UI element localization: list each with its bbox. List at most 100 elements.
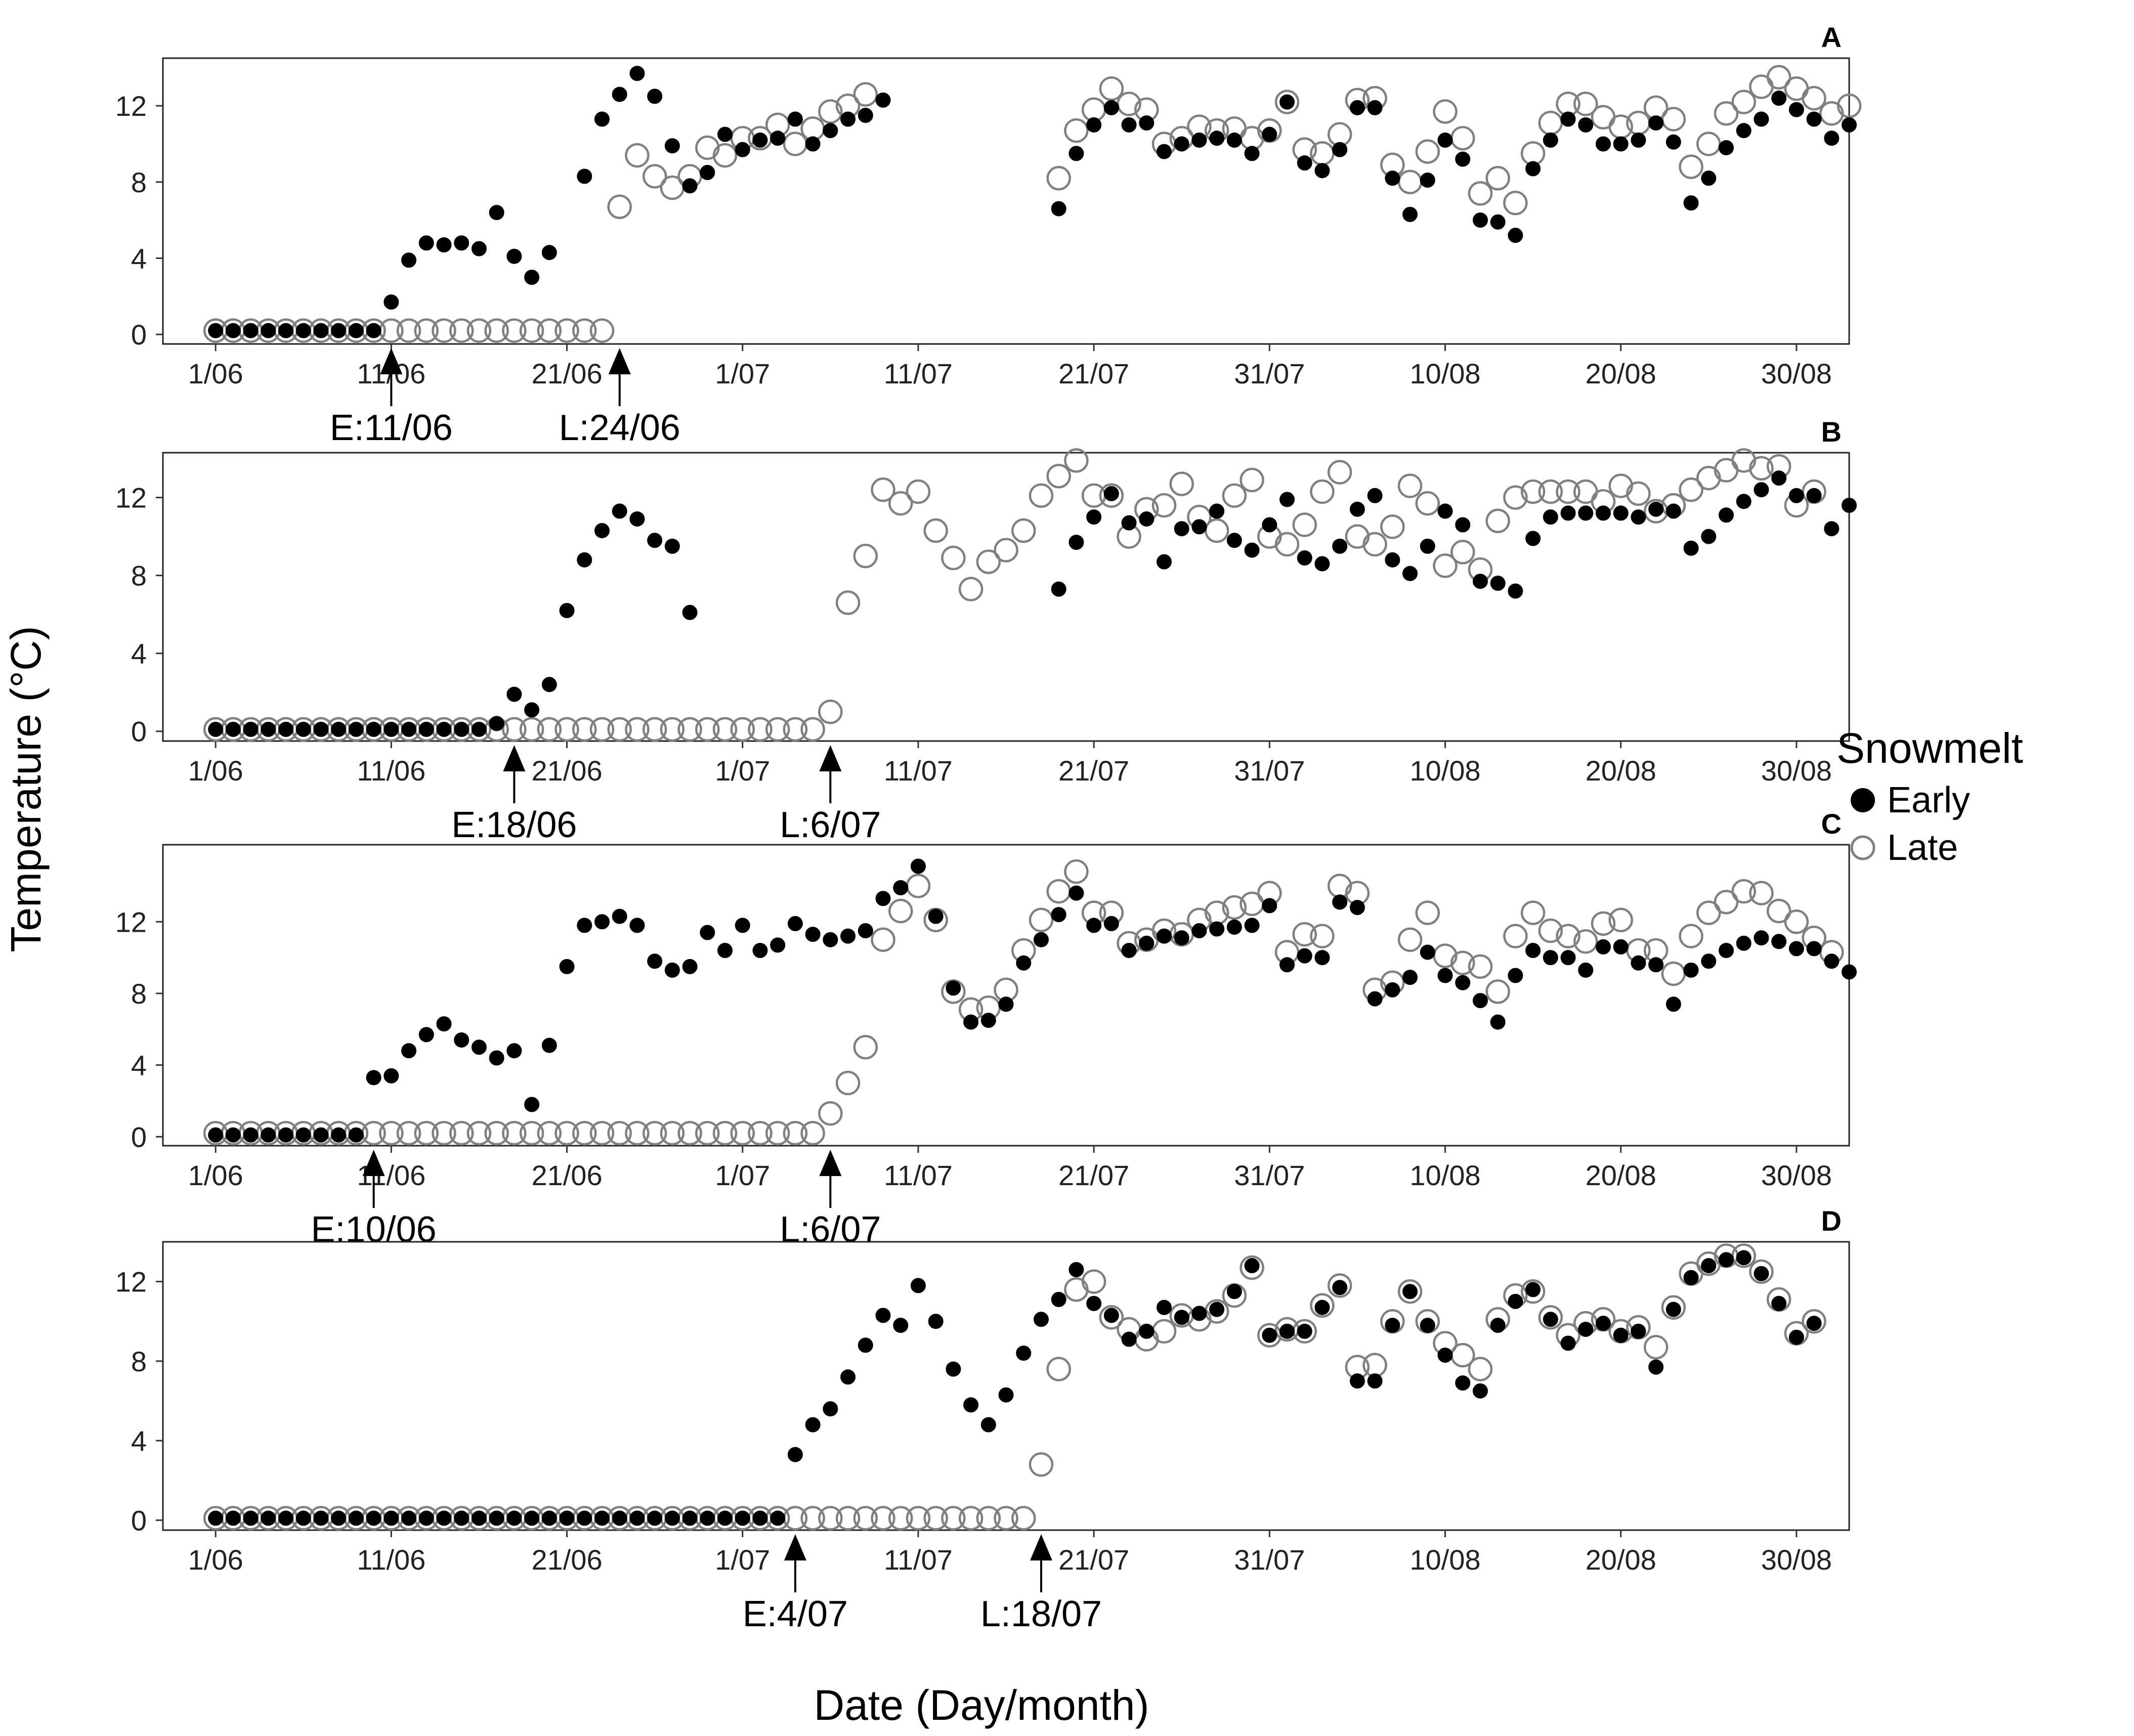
data-point-early bbox=[1244, 918, 1260, 933]
data-point-late bbox=[1274, 532, 1300, 557]
data-point-early bbox=[541, 245, 557, 261]
data-point-late bbox=[1046, 879, 1071, 904]
y-tick-label: 8 bbox=[131, 166, 147, 198]
data-point-early bbox=[840, 1369, 856, 1385]
data-point-late bbox=[888, 1506, 913, 1531]
data-point-late bbox=[502, 1120, 527, 1146]
data-point-early bbox=[454, 721, 470, 737]
y-tick-label: 8 bbox=[131, 1346, 147, 1377]
data-point-late bbox=[923, 518, 948, 543]
data-point-early bbox=[682, 604, 698, 620]
data-point-late bbox=[1766, 898, 1791, 924]
data-point-late bbox=[484, 1120, 509, 1146]
data-point-late bbox=[396, 1120, 421, 1146]
data-point-early bbox=[612, 503, 627, 519]
data-point-early bbox=[875, 891, 891, 906]
data-point-early bbox=[1191, 1306, 1207, 1321]
data-point-late bbox=[1099, 76, 1124, 101]
data-point-late bbox=[1397, 927, 1423, 952]
data-point-late bbox=[449, 1120, 474, 1146]
data-point-early bbox=[225, 1127, 241, 1143]
data-point-early bbox=[1788, 488, 1804, 503]
data-point-late bbox=[1503, 485, 1528, 510]
data-point-late bbox=[1380, 514, 1405, 539]
data-point-late bbox=[994, 1506, 1018, 1531]
data-point-early bbox=[1385, 982, 1400, 997]
data-point-late bbox=[818, 1506, 843, 1531]
data-point-early bbox=[313, 323, 329, 338]
y-tick-label: 0 bbox=[131, 319, 147, 351]
data-point-late bbox=[818, 699, 843, 724]
data-point-early bbox=[261, 323, 276, 338]
data-point-late bbox=[625, 1120, 650, 1146]
data-point-late bbox=[1415, 139, 1440, 164]
data-point-late bbox=[1784, 909, 1809, 934]
y-tick-label: 12 bbox=[115, 1266, 147, 1298]
data-point-early bbox=[612, 86, 627, 102]
data-point-early bbox=[1508, 228, 1523, 243]
data-point-early bbox=[1332, 142, 1348, 157]
data-point-early bbox=[436, 1016, 452, 1032]
x-tick-label: 21/06 bbox=[531, 1159, 602, 1191]
panel-label: B bbox=[1821, 416, 1842, 448]
data-point-early bbox=[1314, 163, 1330, 179]
data-point-late bbox=[1468, 1357, 1493, 1381]
data-point-early bbox=[348, 1127, 364, 1143]
data-point-late bbox=[1749, 74, 1774, 99]
data-point-early bbox=[1455, 975, 1471, 990]
data-point-early bbox=[1297, 1323, 1312, 1339]
data-point-early bbox=[1297, 550, 1312, 566]
data-point-early bbox=[1103, 1308, 1119, 1323]
data-point-late bbox=[695, 717, 720, 742]
data-point-late bbox=[695, 135, 720, 160]
data-point-late bbox=[660, 1120, 685, 1146]
data-point-late bbox=[449, 318, 474, 343]
data-point-late bbox=[361, 1120, 386, 1146]
data-point-late bbox=[765, 1120, 790, 1146]
data-point-late bbox=[1310, 1293, 1335, 1318]
data-point-late bbox=[941, 545, 966, 571]
data-point-late bbox=[1450, 540, 1475, 565]
data-point-late bbox=[1608, 473, 1633, 498]
data-point-early bbox=[612, 1510, 627, 1526]
data-point-late bbox=[1714, 458, 1739, 483]
data-point-early bbox=[1402, 566, 1418, 581]
data-point-late bbox=[1310, 479, 1335, 504]
data-point-early bbox=[1332, 894, 1348, 910]
data-point-late bbox=[1064, 448, 1089, 473]
data-point-late bbox=[484, 318, 509, 343]
data-point-early bbox=[506, 1043, 522, 1059]
data-point-early bbox=[1472, 574, 1488, 589]
x-tick-label: 1/06 bbox=[188, 1159, 243, 1191]
data-point-late bbox=[1714, 890, 1739, 915]
data-point-early bbox=[1683, 962, 1699, 978]
data-point-early bbox=[946, 980, 961, 996]
data-point-early bbox=[1543, 1312, 1558, 1327]
data-point-early bbox=[1701, 170, 1717, 186]
snowmelt-arrow-head bbox=[380, 348, 403, 374]
y-tick-label: 4 bbox=[131, 243, 147, 275]
data-point-early bbox=[770, 131, 786, 146]
data-point-early bbox=[418, 1027, 434, 1043]
data-point-early bbox=[1121, 117, 1137, 133]
data-point-late bbox=[537, 318, 562, 343]
data-point-early bbox=[823, 123, 838, 139]
data-point-early bbox=[383, 721, 399, 737]
data-point-early bbox=[524, 1510, 540, 1526]
data-point-early bbox=[348, 1510, 364, 1526]
data-point-early bbox=[1069, 535, 1084, 550]
legend-title: Snowmelt bbox=[1837, 724, 2023, 772]
data-point-early bbox=[278, 1127, 294, 1143]
data-point-late bbox=[1802, 1309, 1826, 1334]
data-point-early bbox=[1262, 517, 1277, 533]
data-point-early bbox=[1402, 970, 1418, 985]
data-point-late bbox=[379, 1120, 404, 1146]
data-point-early bbox=[664, 1510, 680, 1526]
data-point-early bbox=[1824, 953, 1840, 969]
x-tick-label: 21/07 bbox=[1058, 755, 1129, 787]
data-point-early bbox=[1701, 529, 1717, 544]
data-point-early bbox=[295, 1127, 311, 1143]
data-point-early bbox=[1420, 1318, 1435, 1333]
data-point-late bbox=[1679, 477, 1703, 502]
data-point-late bbox=[1240, 1255, 1264, 1280]
